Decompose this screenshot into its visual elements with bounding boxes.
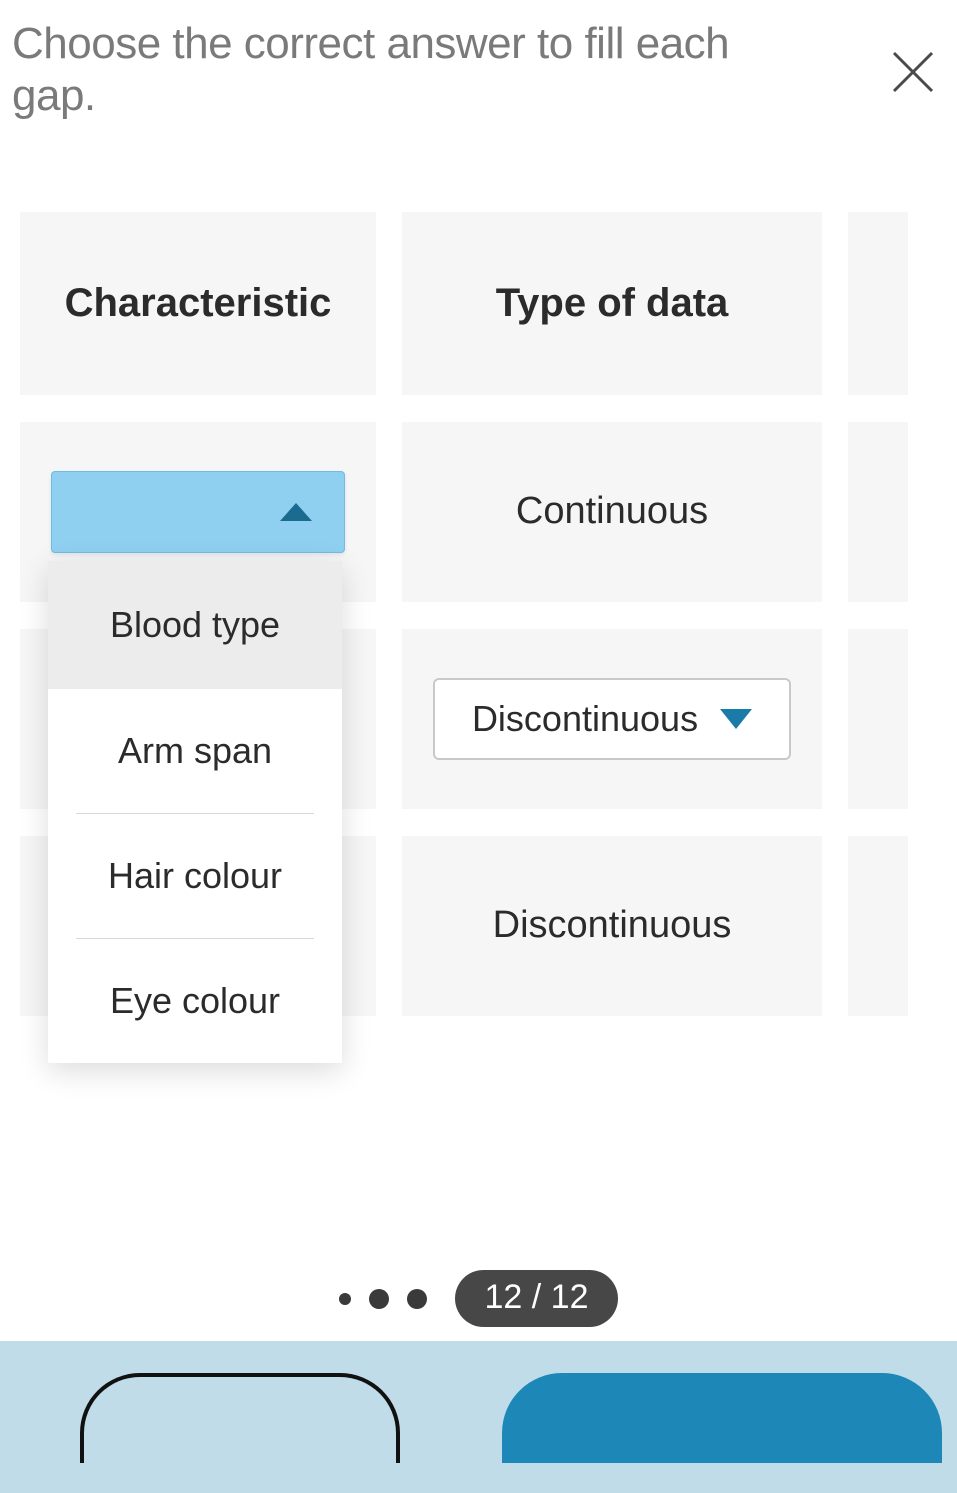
column-type-of-data: Type of data Continuous Discontinuous Di… xyxy=(402,212,822,1016)
column-header-type-of-data: Type of data xyxy=(402,212,822,395)
pager-dot[interactable] xyxy=(339,1293,351,1305)
cell-type-row-3: Discontinuous xyxy=(402,836,822,1016)
overflow-row-3 xyxy=(848,836,908,1016)
pager: 12 / 12 xyxy=(0,1270,957,1327)
pager-dot[interactable] xyxy=(369,1289,389,1309)
close-button[interactable] xyxy=(883,42,943,102)
bottom-button-left[interactable] xyxy=(80,1373,400,1463)
chevron-down-icon xyxy=(720,709,752,729)
dropdown-option-eye-colour[interactable]: Eye colour xyxy=(48,939,342,1063)
overflow-row-1 xyxy=(848,422,908,602)
characteristic-select-open[interactable] xyxy=(51,471,345,553)
type-value-row-1: Continuous xyxy=(516,490,708,533)
bottom-bar xyxy=(0,1341,957,1493)
type-select-closed-label: Discontinuous xyxy=(472,698,698,740)
column-overflow xyxy=(848,212,908,1016)
dropdown-option-hair-colour[interactable]: Hair colour xyxy=(48,814,342,938)
type-value-row-3: Discontinuous xyxy=(493,904,732,947)
overflow-header xyxy=(848,212,908,395)
close-icon xyxy=(890,49,936,95)
cell-type-row-2: Discontinuous xyxy=(402,629,822,809)
pager-count-pill: 12 / 12 xyxy=(455,1270,619,1327)
pager-dot[interactable] xyxy=(407,1289,427,1309)
chevron-up-icon xyxy=(280,503,312,521)
overflow-row-2 xyxy=(848,629,908,809)
cell-type-row-1: Continuous xyxy=(402,422,822,602)
characteristic-dropdown: Blood type Arm span Hair colour Eye colo… xyxy=(48,561,342,1063)
dropdown-option-blood-type[interactable]: Blood type xyxy=(48,561,342,689)
column-header-characteristic: Characteristic xyxy=(20,212,376,395)
type-select-closed[interactable]: Discontinuous xyxy=(433,678,791,760)
instruction-text: Choose the correct answer to fill each g… xyxy=(12,18,772,122)
bottom-button-right[interactable] xyxy=(502,1373,942,1463)
dropdown-option-arm-span[interactable]: Arm span xyxy=(48,689,342,813)
